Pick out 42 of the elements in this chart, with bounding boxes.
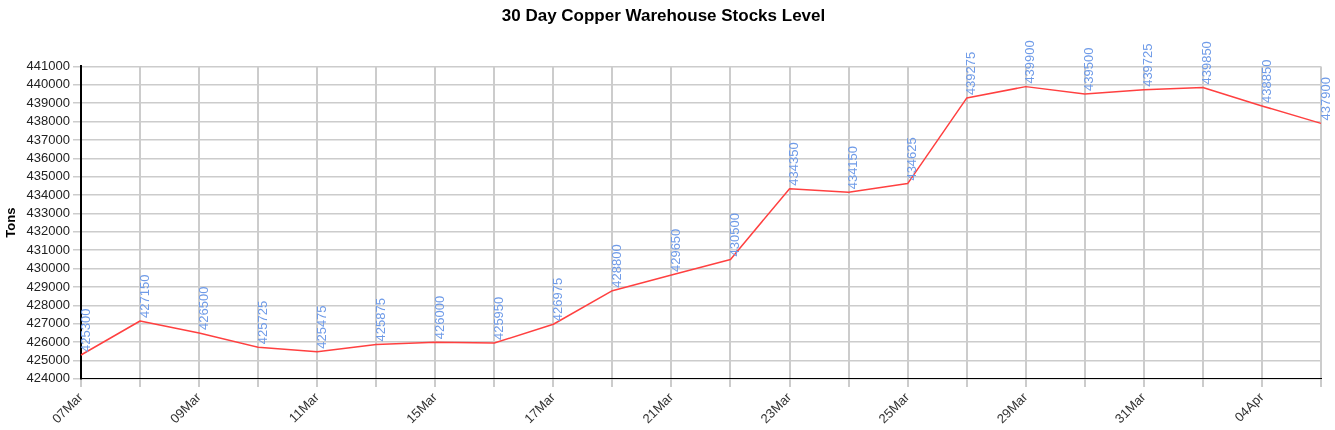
data-label: 426975 [549,277,565,322]
data-label: 425875 [372,298,388,342]
data-label: 437900 [1317,77,1333,121]
y-tick-label: 430000 [26,260,70,276]
data-label: 425475 [313,305,329,349]
y-tick-label: 426000 [26,333,70,349]
data-label: 425725 [254,300,270,345]
data-label: 426500 [195,286,211,330]
chart-title: 30 Day Copper Warehouse Stocks Level [501,5,826,25]
y-tick-label: 434000 [26,186,70,202]
data-label: 439725 [1140,43,1156,87]
y-tick-label: 427000 [26,315,70,331]
y-tick-label: 440000 [26,76,70,92]
data-label: 429650 [668,228,684,273]
data-label: 438850 [1258,59,1274,103]
y-tick-label: 439000 [26,94,70,110]
data-label: 428800 [608,244,624,288]
y-tick-label: 436000 [26,149,70,165]
data-label: 439500 [1081,47,1097,91]
y-tick-label: 425000 [26,352,70,368]
y-tick-label: 424000 [26,370,70,386]
y-tick-label: 432000 [26,223,70,239]
y-tick-label: 441000 [26,57,70,73]
y-tick-label: 428000 [26,296,70,312]
data-label: 434350 [786,142,802,186]
data-label: 426000 [431,295,447,340]
data-label: 425300 [77,308,93,353]
data-label: 439900 [1022,40,1038,84]
data-label: 439850 [1199,41,1215,85]
data-label: 434625 [904,137,920,181]
data-label: 439275 [963,51,979,96]
data-label: 425950 [490,296,506,341]
data-label: 434150 [845,145,861,190]
y-tick-label: 438000 [26,113,70,129]
y-tick-label: 437000 [26,131,70,147]
y-tick-label: 429000 [26,278,70,294]
data-label: 427150 [136,274,152,319]
y-tick-label: 433000 [26,205,70,221]
y-tick-label: 435000 [26,168,70,184]
y-axis-title: Tons [3,207,19,238]
data-label: 430500 [727,213,743,257]
y-tick-label: 431000 [26,241,70,257]
